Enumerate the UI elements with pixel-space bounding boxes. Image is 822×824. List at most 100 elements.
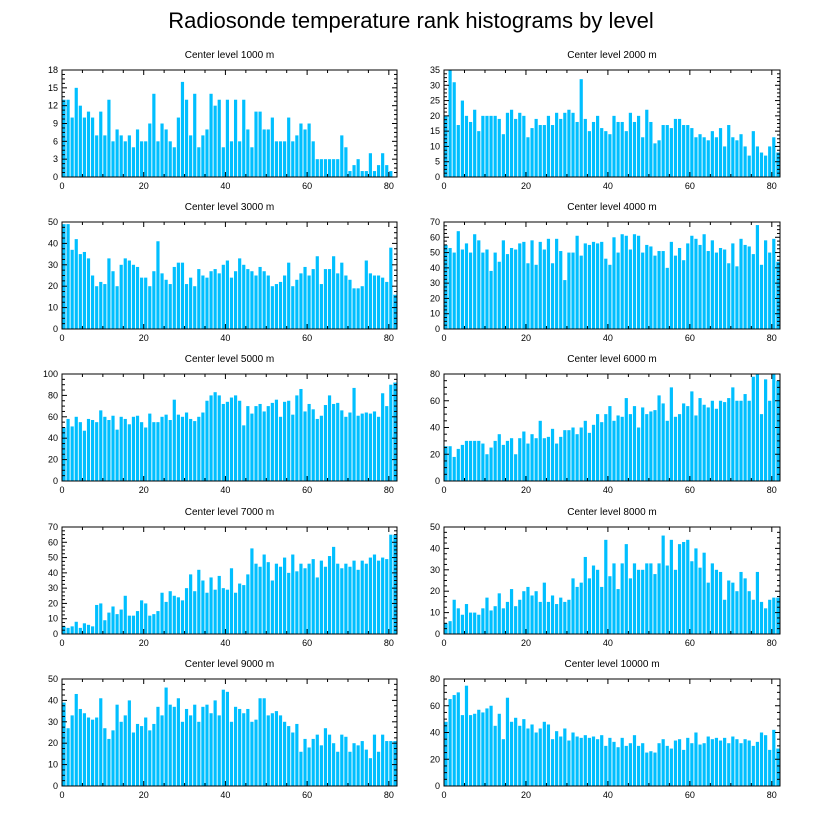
bar	[673, 118, 678, 177]
bar	[291, 286, 295, 329]
bar	[501, 739, 505, 786]
bar	[727, 263, 731, 329]
bar	[608, 134, 612, 177]
bar	[731, 736, 735, 786]
y-tick-label: 60	[430, 701, 440, 711]
bar	[677, 414, 682, 481]
bar	[567, 740, 571, 786]
bar	[481, 115, 485, 177]
bar	[698, 567, 702, 634]
bar	[180, 416, 185, 481]
bar	[731, 582, 735, 634]
bar	[193, 704, 197, 786]
bar	[657, 743, 661, 786]
bar	[534, 438, 538, 481]
bar	[452, 695, 456, 786]
y-tick-label: 20	[430, 754, 440, 764]
bar	[238, 400, 242, 481]
bar	[250, 271, 254, 329]
bar	[768, 599, 772, 634]
y-tick-label: 50	[48, 674, 58, 684]
bar	[473, 612, 477, 634]
x-tick-label: 20	[139, 485, 149, 495]
bar	[368, 413, 372, 481]
bar	[718, 247, 723, 329]
bar	[233, 99, 238, 177]
x-tick-label: 80	[384, 181, 394, 191]
x-tick-label: 80	[767, 790, 777, 800]
bar	[172, 706, 176, 786]
bar	[493, 440, 497, 481]
bar	[82, 430, 87, 481]
bar	[238, 258, 242, 329]
bar	[152, 93, 156, 177]
bar	[448, 446, 452, 481]
bar	[628, 112, 632, 177]
bar	[612, 563, 616, 634]
bar	[78, 254, 82, 329]
bar	[616, 252, 620, 329]
bar	[62, 702, 66, 786]
bar	[327, 159, 332, 177]
bar	[307, 563, 311, 634]
bar	[464, 685, 469, 786]
bar	[176, 262, 180, 329]
bar	[509, 438, 514, 481]
x-tick-label: 0	[441, 485, 446, 495]
bar	[213, 392, 217, 481]
bar	[473, 713, 477, 786]
bar	[493, 725, 497, 786]
bar	[148, 730, 152, 786]
y-tick-label: 20	[48, 281, 58, 291]
bar	[706, 736, 710, 786]
bar	[604, 745, 608, 786]
y-tick-label: 12	[48, 101, 58, 111]
bar	[526, 137, 530, 177]
bar	[246, 708, 250, 786]
bar	[311, 738, 315, 786]
bar	[563, 601, 567, 634]
x-tick-label: 40	[220, 638, 230, 648]
bar	[624, 131, 628, 177]
bar	[262, 698, 266, 786]
bar	[735, 739, 739, 786]
y-tick-label: 40	[430, 263, 440, 273]
bar	[698, 134, 702, 177]
bar	[111, 730, 115, 786]
bar	[673, 255, 678, 329]
bar	[559, 251, 563, 329]
bar	[274, 711, 279, 786]
bar	[254, 406, 258, 481]
bar	[115, 429, 119, 481]
bar	[628, 249, 632, 329]
y-tick-label: 50	[430, 248, 440, 258]
bar	[632, 121, 637, 177]
bar	[221, 403, 225, 481]
bar	[653, 143, 657, 177]
bar	[156, 422, 160, 481]
bar	[213, 589, 217, 634]
bar	[509, 589, 514, 634]
bar	[205, 129, 209, 177]
bar	[698, 744, 702, 786]
y-tick-label: 20	[430, 293, 440, 303]
bar	[209, 395, 213, 481]
bar	[372, 554, 377, 634]
bar	[661, 739, 665, 786]
bar	[653, 752, 657, 786]
bar	[62, 224, 66, 329]
bar	[172, 266, 176, 329]
x-tick-label: 0	[59, 333, 64, 343]
bar	[327, 395, 332, 481]
bar	[152, 271, 156, 329]
bar	[587, 131, 592, 177]
bar	[600, 128, 604, 177]
bar	[460, 614, 464, 634]
bar	[70, 626, 74, 634]
bar	[591, 424, 596, 481]
bar	[653, 410, 657, 481]
bar	[567, 599, 571, 634]
bar	[628, 414, 632, 481]
y-tick-label: 15	[48, 83, 58, 93]
bar	[755, 374, 760, 481]
